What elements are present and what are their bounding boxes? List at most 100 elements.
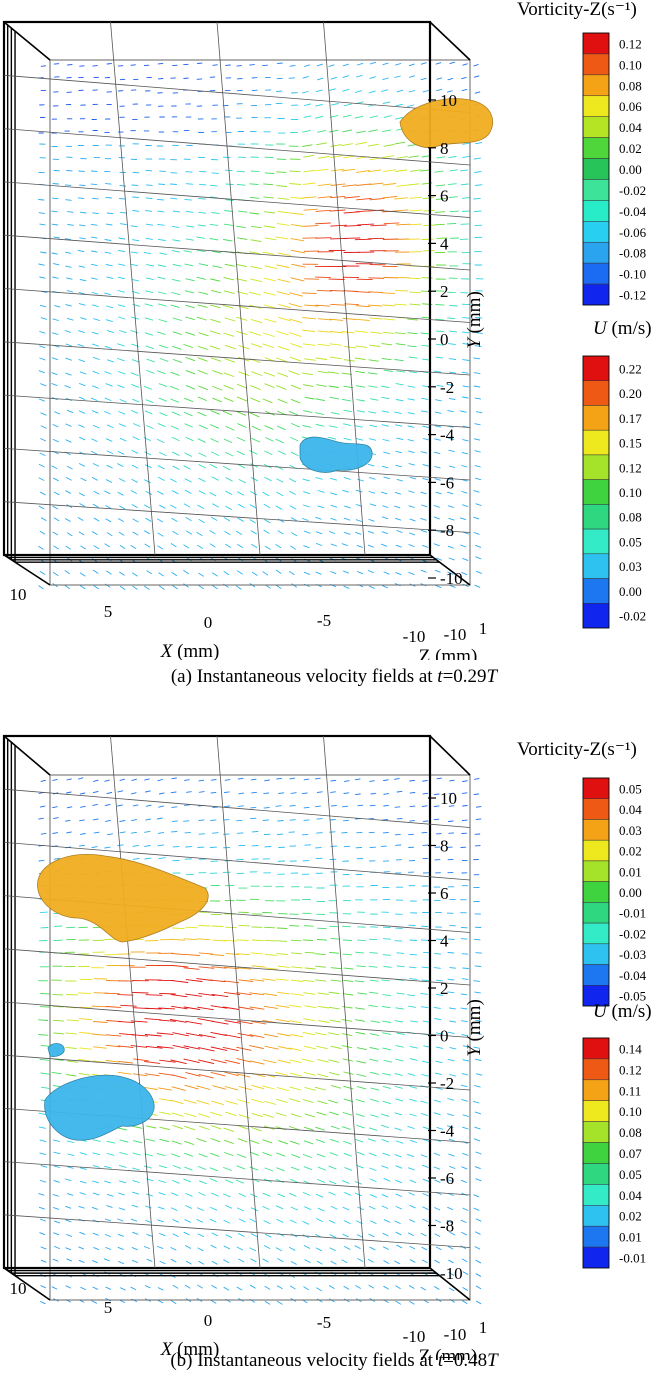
velocity-vector — [474, 345, 482, 347]
velocity-vector — [409, 1285, 415, 1289]
velocity-vector — [172, 264, 182, 267]
velocity-vector — [249, 1247, 256, 1252]
velocity-vector — [118, 237, 126, 240]
box-frame — [2, 20, 471, 586]
velocity-vector — [368, 90, 376, 94]
velocity-vector — [382, 101, 391, 104]
velocity-vector — [407, 439, 415, 442]
velocity-vector — [197, 1284, 203, 1289]
velocity-vector — [423, 951, 431, 954]
velocity-vector — [198, 1047, 215, 1052]
velocity-vector — [170, 398, 179, 403]
velocity-vector — [330, 779, 337, 782]
velocity-vector — [146, 358, 155, 363]
velocity-vector — [355, 141, 367, 145]
velocity-vector — [171, 292, 181, 296]
velocity-vector — [92, 818, 99, 821]
velocity-vector — [158, 183, 166, 185]
velocity-vector — [383, 804, 389, 807]
velocity-vector — [106, 212, 114, 215]
velocity-vector — [79, 833, 86, 835]
velocity-vector — [395, 399, 404, 402]
velocity-vector — [475, 806, 482, 808]
velocity-vector — [475, 317, 483, 319]
velocity-vector — [407, 345, 417, 348]
velocity-vector — [475, 503, 482, 506]
velocity-vector — [210, 196, 219, 199]
colorbar-level-label: 0.22 — [619, 361, 642, 376]
velocity-vector — [381, 1205, 389, 1209]
velocity-vector — [342, 489, 349, 493]
grid-line-vertical — [110, 21, 156, 556]
velocity-vector — [316, 1045, 328, 1050]
velocity-vector — [65, 439, 72, 443]
velocity-vector — [237, 570, 243, 575]
velocity-vector — [117, 1045, 134, 1048]
velocity-vector — [172, 210, 181, 213]
velocity-vector — [289, 1285, 296, 1290]
velocity-vector — [223, 791, 230, 793]
velocity-vector — [223, 1286, 230, 1291]
velocity-vector — [355, 531, 362, 535]
velocity-vector — [169, 478, 177, 483]
velocity-vector — [238, 1258, 245, 1263]
velocity-vector — [315, 357, 328, 360]
velocity-vector — [170, 504, 177, 509]
velocity-vector — [106, 424, 114, 429]
velocity-vector — [184, 1125, 196, 1131]
velocity-vector — [275, 1071, 289, 1076]
x-tick-label: -5 — [317, 611, 331, 630]
velocity-vector — [302, 343, 316, 346]
velocity-vector — [461, 1073, 469, 1076]
velocity-vector — [473, 75, 480, 78]
velocity-vector — [301, 329, 316, 332]
velocity-vector — [329, 425, 338, 428]
velocity-vector — [90, 263, 98, 267]
colorbar-swatch — [582, 1100, 610, 1122]
velocity-vector — [172, 331, 182, 335]
colorbar-swatch — [582, 454, 610, 480]
velocity-vector — [198, 518, 205, 524]
velocity-vector — [157, 844, 165, 847]
velocity-vector — [172, 465, 180, 470]
velocity-vector — [38, 370, 45, 374]
velocity-vector — [236, 1058, 252, 1063]
velocity-vector — [328, 436, 337, 440]
velocity-vector — [237, 1233, 245, 1237]
velocity-vector — [367, 530, 375, 534]
velocity-vector — [475, 477, 482, 481]
velocity-vector — [302, 76, 309, 79]
velocity-vector — [421, 397, 429, 400]
velocity-vector — [238, 371, 250, 377]
velocity-vector — [380, 385, 390, 388]
velocity-vector — [92, 1046, 107, 1049]
velocity-vector — [474, 1085, 481, 1088]
velocity-vector — [462, 396, 469, 399]
velocity-vector — [157, 291, 167, 295]
velocity-vector — [370, 224, 387, 227]
velocity-vector — [368, 411, 377, 414]
velocity-vector — [236, 450, 245, 456]
x-tick-label: 5 — [104, 602, 113, 621]
velocity-vector — [328, 1006, 340, 1010]
positive-vorticity-isosurface — [37, 854, 209, 943]
velocity-vector — [158, 1165, 168, 1169]
velocity-vector — [223, 1245, 230, 1250]
velocity-vector — [224, 358, 236, 363]
velocity-vector — [354, 980, 365, 983]
velocity-vector — [158, 238, 166, 241]
velocity-vector — [65, 199, 72, 201]
velocity-vector — [78, 265, 86, 268]
velocity-vector — [172, 1165, 181, 1169]
velocity-vector — [212, 397, 222, 403]
velocity-vector — [461, 572, 468, 576]
velocity-vector — [315, 543, 323, 546]
velocity-vector — [448, 1138, 456, 1142]
velocity-vector — [264, 211, 276, 214]
velocity-vector — [341, 398, 352, 402]
velocity-vector — [381, 424, 390, 427]
velocity-vector — [66, 778, 72, 781]
grid-line-vertical — [323, 735, 366, 1269]
velocity-vector — [474, 1231, 481, 1235]
velocity-vector — [263, 225, 276, 228]
